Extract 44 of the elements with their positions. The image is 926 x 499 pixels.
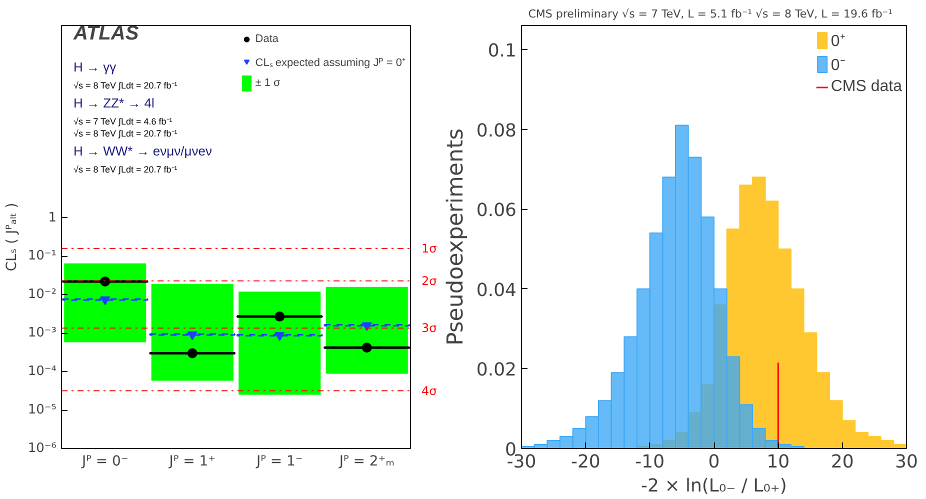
annotation: H → WW* → eνμν/μνeν — [74, 144, 212, 158]
x-tick-label: 30 — [895, 452, 918, 472]
y-tick-label: 10⁻⁵ — [28, 402, 57, 418]
x-tick-label: 20 — [830, 452, 854, 472]
y-tick-label: 0.06 — [476, 200, 516, 222]
legend-label: 0⁻ — [830, 56, 846, 75]
y-tick-label: 10⁻⁴ — [28, 364, 57, 380]
ref-line-label: 1σ — [422, 241, 438, 256]
y-tick-label: 0.02 — [476, 360, 516, 381]
ref-line-label: 3σ — [422, 321, 438, 336]
annotation: √s = 7 TeV ∫Ldt = 4.6 fb⁻¹ — [74, 116, 172, 126]
ref-line-label: 4σ — [422, 384, 438, 398]
ref-line-label: 2σ — [422, 274, 438, 288]
legend-label: 0⁺ — [830, 32, 846, 51]
chart-title: ATLAS — [72, 22, 140, 44]
y-tick-label: 0.08 — [476, 120, 516, 142]
y-tick-label: 10⁻³ — [28, 326, 57, 341]
x-tick-label: Jᴾ = 2⁺ₘ — [338, 454, 394, 470]
annotation: H → ZZ* → 4l — [74, 96, 155, 110]
x-tick-label: Jᴾ = 0⁻ — [80, 454, 128, 470]
annotation: √s = 8 TeV ∫Ldt = 20.7 fb⁻¹ — [74, 80, 178, 90]
legend-label: CLₛ expected assuming Jᴾ = 0⁺ — [255, 56, 406, 68]
annotation: H → γγ — [74, 60, 117, 74]
y-tick-label: 1 — [48, 210, 57, 226]
y-tick-label: 0.04 — [476, 280, 516, 301]
x-tick-label: 0 — [708, 452, 720, 472]
legend-label: Data — [255, 33, 279, 45]
x-axis-title: -2 × ln(L₀₋ / L₀₊) — [641, 476, 787, 496]
y-tick-label: 0.1 — [488, 40, 517, 62]
y-tick-label: 10⁻⁶ — [28, 441, 57, 456]
annotation: √s = 8 TeV ∫Ldt = 20.7 fb⁻¹ — [74, 128, 178, 138]
y-tick-label: 10⁻¹ — [28, 248, 57, 264]
x-tick-label: Jᴾ = 1⁺ — [168, 454, 216, 470]
y-axis-title: Pseudoexperiments — [443, 128, 468, 346]
x-tick-label: -20 — [570, 452, 600, 472]
chart-title: CMS preliminary √s = 7 TeV, L = 5.1 fb⁻¹ √s = 8 TeV, L = 19.6 fb⁻¹ — [528, 8, 893, 20]
annotation: √s = 8 TeV ∫Ldt = 20.7 fb⁻¹ — [74, 164, 178, 174]
legend-label: CMS data — [830, 78, 902, 96]
x-tick-label: -10 — [635, 452, 665, 472]
legend-label: ± 1 σ — [255, 77, 280, 89]
x-tick-label: Jᴾ = 1⁻ — [255, 454, 303, 470]
y-axis-title: CLₛ ( Jᴾₐₗₜ ) — [4, 202, 20, 272]
x-tick-label: 10 — [766, 452, 790, 472]
y-tick-label: 10⁻² — [28, 287, 57, 302]
